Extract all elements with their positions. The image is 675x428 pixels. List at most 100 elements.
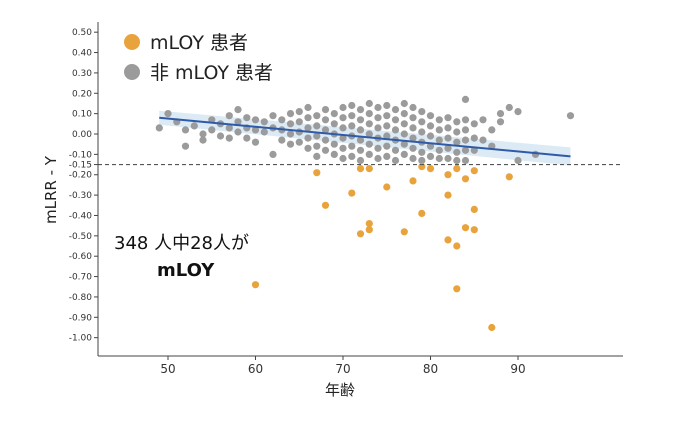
y-tick-label: 0.10 — [72, 110, 92, 120]
non-mloy-point — [400, 110, 408, 118]
non-mloy-point — [295, 108, 303, 116]
mloy-point — [426, 165, 435, 173]
non-mloy-point — [409, 134, 417, 142]
x-tick-label: 50 — [160, 362, 175, 376]
mloy-point — [356, 230, 365, 238]
non-mloy-point — [453, 138, 461, 146]
non-mloy-point — [374, 154, 382, 163]
non-mloy-point — [418, 118, 426, 126]
annotation-line2: mLOY — [157, 260, 215, 281]
y-tick-label: -0.40 — [69, 211, 93, 221]
non-mloy-point — [444, 144, 452, 152]
non-mloy-point — [339, 144, 347, 152]
non-mloy-point — [181, 126, 190, 134]
mloy-point — [313, 169, 321, 177]
mloy-points — [251, 163, 513, 332]
legend-label-mloy: mLOY 患者 — [150, 32, 248, 54]
non-mloy-point — [321, 146, 330, 154]
mloy-point — [488, 323, 496, 332]
mloy-point — [418, 209, 426, 217]
non-mloy-point — [365, 99, 373, 108]
legend-label-non-mloy: 非 mLOY 患者 — [150, 62, 273, 84]
x-tick-label: 90 — [510, 362, 525, 376]
mloy-point — [461, 175, 470, 183]
non-mloy-point — [356, 116, 365, 124]
non-mloy-point — [514, 156, 522, 165]
non-mloy-point — [295, 138, 303, 146]
non-mloy-point — [339, 154, 347, 163]
non-mloy-point — [313, 112, 321, 120]
non-mloy-point — [383, 112, 391, 120]
non-mloy-point — [435, 136, 443, 144]
non-mloy-point — [365, 140, 373, 148]
non-mloy-point — [356, 126, 365, 134]
non-mloy-point — [444, 154, 452, 163]
non-mloy-point — [356, 156, 365, 165]
y-tick-label: -0.30 — [69, 191, 93, 201]
y-tick-label: -0.60 — [69, 252, 93, 262]
non-mloy-point — [444, 134, 452, 142]
y-axis-ticks: 0.50 0.40 0.30 0.20 0.10 0.00 -0.10-0.15-0.20 -… — [69, 28, 98, 344]
non-mloy-point — [243, 114, 251, 122]
mloy-point — [365, 226, 373, 234]
non-mloy-point — [251, 138, 260, 146]
mloy-point — [409, 177, 417, 185]
non-mloy-point — [286, 110, 295, 118]
non-mloy-point — [225, 134, 233, 142]
non-mloy-point — [199, 136, 207, 144]
non-mloy-point — [409, 103, 417, 112]
non-mloy-point — [426, 152, 435, 160]
mloy-point — [321, 201, 330, 209]
non-mloy-point — [383, 142, 391, 150]
legend-marker-non-mloy — [124, 64, 140, 80]
non-mloy-point — [400, 99, 408, 108]
y-tick-label: -0.15 — [69, 161, 92, 171]
non-mloy-point — [225, 124, 233, 132]
mloy-point — [470, 167, 478, 175]
non-mloy-point — [461, 116, 470, 124]
non-mloy-point — [313, 132, 321, 140]
y-tick-label: -0.50 — [69, 232, 93, 242]
non-mloy-point — [409, 124, 417, 132]
non-mloy-point — [470, 120, 478, 128]
non-mloy-point — [391, 146, 400, 154]
non-mloy-point — [339, 103, 347, 112]
non-mloy-point — [400, 120, 408, 128]
non-mloy-point — [286, 130, 295, 138]
y-tick-label: 0.20 — [72, 89, 92, 99]
mloy-point — [444, 191, 452, 199]
non-mloy-point — [435, 116, 443, 124]
non-mloy-point — [496, 110, 505, 118]
non-mloy-point — [190, 122, 198, 130]
non-mloy-point — [435, 126, 443, 134]
non-mloy-point — [348, 142, 356, 150]
non-mloy-point — [155, 124, 163, 132]
non-mloy-point — [304, 114, 312, 122]
non-mloy-point — [164, 110, 172, 118]
non-mloy-point — [400, 140, 408, 148]
non-mloy-point — [374, 144, 382, 152]
non-mloy-point — [269, 112, 277, 120]
non-mloy-point — [330, 110, 338, 118]
non-mloy-point — [365, 150, 373, 158]
non-mloy-point — [321, 136, 330, 144]
x-tick-label: 80 — [423, 362, 438, 376]
non-mloy-point — [216, 132, 225, 140]
non-mloy-point — [461, 126, 470, 134]
non-mloy-point — [418, 128, 426, 136]
non-mloy-point — [234, 106, 242, 114]
annotation-line1: 348 人中28人が — [114, 233, 249, 254]
non-mloy-point — [260, 128, 268, 136]
non-mloy-point — [278, 116, 286, 124]
non-mloy-point — [409, 144, 417, 152]
non-mloy-point — [199, 130, 207, 138]
legend-marker-mloy — [124, 34, 140, 50]
non-mloy-point — [488, 126, 496, 134]
non-mloy-point — [496, 118, 505, 126]
non-mloy-point — [374, 124, 382, 132]
mloy-point — [444, 171, 452, 179]
non-mloy-point — [243, 134, 251, 142]
non-mloy-point — [313, 152, 321, 160]
non-mloy-point — [409, 114, 417, 122]
